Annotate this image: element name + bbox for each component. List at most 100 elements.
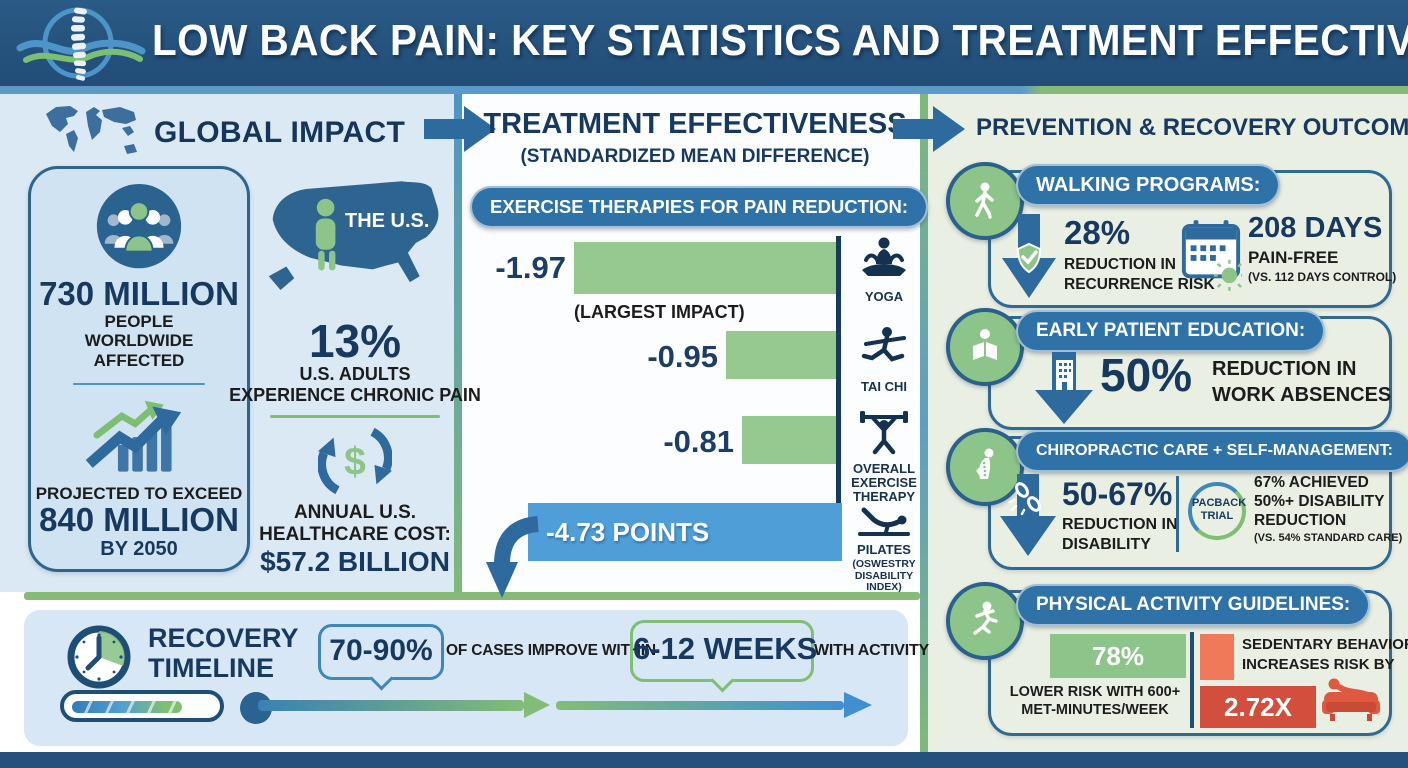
- recovery-text-1: OF CASES IMPROVE WITHIN: [446, 642, 656, 659]
- chiro-divider: [1176, 476, 1179, 552]
- calendar-sun-icon: [1181, 220, 1242, 291]
- us-map-group: THE U.S.: [257, 166, 453, 314]
- treatment-subheading: (STANDARDIZED MEAN DIFFERENCE): [520, 146, 870, 167]
- bar-yoga-value: -1.97: [495, 250, 566, 285]
- recovery-progress-fill: [72, 701, 182, 713]
- arrow-to-treatment-icon: [424, 106, 496, 152]
- projection-value: 840 MILLION: [39, 501, 239, 539]
- label-pilates-sub: (OSWESTRY DISABILITY INDEX): [852, 558, 916, 594]
- worldwide-value: 730 MILLION: [39, 275, 239, 313]
- recovery-title-2: TIMELINE: [148, 653, 274, 683]
- worldwide-stat-card: 730 MILLION PEOPLE WORLDWIDE AFFECTED PR…: [28, 166, 250, 572]
- bar-pilates: -4.73 POINTS: [528, 503, 842, 561]
- label-pilates: PILATES: [857, 542, 911, 557]
- chiro-result-note: (VS. 54% STANDARD CARE): [1254, 532, 1403, 544]
- footer-bar: [0, 752, 1408, 768]
- sedentary-red-bar: 2.72X: [1200, 686, 1316, 728]
- world-map-icon: [46, 106, 137, 154]
- back-pain-person-icon: [976, 448, 994, 479]
- worldwide-label: PEOPLE WORLDWIDE AFFECTED: [84, 311, 194, 370]
- couch-person-icon: [1322, 678, 1380, 721]
- down-arrow-chain-icon: [1000, 474, 1056, 556]
- recovery-stat-2: 6-12 WEEKS: [633, 631, 818, 666]
- bar-yoga-note: (LARGEST IMPACT): [574, 302, 745, 322]
- weightlifter-icon: [860, 411, 908, 455]
- chiro-result-line3: REDUCTION: [1254, 512, 1347, 529]
- walking-icon-circle: [946, 162, 1024, 240]
- dollar-sign: $: [344, 441, 366, 484]
- us-label-1: U.S. ADULTS: [299, 364, 411, 384]
- walking-programs-pill: WALKING PROGRAMS:: [1016, 164, 1281, 206]
- walking-stat2-value: 208 DAYS: [1248, 212, 1383, 244]
- down-arrow-shield-icon: [1002, 214, 1056, 298]
- page-title: LOW BACK PAIN: KEY STATISTICS AND TREATM…: [152, 16, 1408, 65]
- label-taichi: TAI CHI: [861, 379, 907, 394]
- tai-chi-icon: [861, 327, 906, 362]
- spine-logo-icon: [16, 7, 146, 81]
- us-label-2: EXPERIENCE CHRONIC PAIN: [229, 384, 481, 405]
- activity-icon-circle: [946, 582, 1024, 660]
- walking-person-icon: [975, 182, 994, 219]
- activity-green-bar: 78%: [1050, 634, 1186, 678]
- education-label2: WORK ABSENCES: [1212, 384, 1392, 406]
- education-pill: EARLY PATIENT EDUCATION:: [1016, 310, 1326, 352]
- projection-suffix: BY 2050: [100, 537, 178, 560]
- people-group-icon: [96, 183, 182, 269]
- prevention-heading: PREVENTION & RECOVERY OUTCOMES: [976, 114, 1408, 141]
- education-value: 50%: [1100, 349, 1193, 401]
- recovery-progress-bar: [60, 690, 224, 722]
- chiro-stat-label2: DISABILITY: [1062, 536, 1151, 553]
- dollar-cycle-icon: $: [318, 428, 392, 495]
- chiro-stat-value: 50-67%: [1062, 476, 1173, 512]
- treatment-heading: TREATMENT EFFECTIVENESS: [483, 108, 907, 140]
- cost-label-1: ANNUAL U.S.: [293, 502, 417, 524]
- sedentary-orange-block: [1200, 634, 1234, 680]
- bar-exercise: [742, 416, 836, 464]
- global-impact-heading: GLOBAL IMPACT: [154, 116, 406, 149]
- education-label1: REDUCTION IN: [1212, 358, 1357, 380]
- pacback-line1: PACBACK: [1192, 497, 1247, 509]
- exercise-pill-wrap: EXERCISE THERAPIES FOR PAIN REDUCTION:: [470, 186, 929, 228]
- education-icon-circle: [946, 308, 1024, 386]
- chiropractic-pill: CHIROPRACTIC CARE + SELF-MANAGEMENT:: [1016, 430, 1408, 472]
- bottom-green-strip: [24, 592, 920, 600]
- card-divider: [73, 382, 205, 386]
- walking-stat2-label2: (VS. 112 DAYS CONTROL): [1248, 270, 1397, 284]
- recovery-timeline-panel: [24, 610, 908, 746]
- recovery-title-1: RECOVERY: [148, 623, 299, 653]
- clock-icon: [67, 625, 131, 689]
- divider-left-mid: [454, 94, 462, 592]
- chart-axis: [836, 236, 841, 548]
- divider-mid-right: [920, 94, 928, 752]
- chiropractic-icon-circle: [946, 428, 1024, 506]
- bar-exercise-value: -0.81: [663, 424, 734, 459]
- activity-label2: MET-MINUTES/WEEK: [1021, 702, 1169, 718]
- sedentary-label2: INCREASES RISK BY: [1242, 656, 1395, 673]
- cost-value: $57.2 BILLION: [260, 546, 450, 578]
- recovery-text-2: WITH ACTIVITY: [814, 642, 930, 659]
- arrow-to-prevention-icon: [893, 106, 965, 152]
- us-percent-value: 13%: [308, 315, 402, 367]
- yoga-icon: [862, 237, 906, 276]
- running-person-icon: [973, 601, 998, 635]
- timeline-arrowhead-1: [524, 692, 550, 718]
- timeline-segment-2: [556, 701, 844, 710]
- sedentary-label1: SEDENTARY BEHAVIOR: [1242, 636, 1408, 653]
- down-arrow-building-icon: [1035, 352, 1093, 424]
- bar-taichi: [726, 331, 836, 379]
- header-accent-strip: [0, 86, 1408, 94]
- projection-intro: PROJECTED TO EXCEED: [35, 483, 243, 503]
- reading-person-icon: [973, 329, 997, 360]
- activity-pill: PHYSICAL ACTIVITY GUIDELINES:: [1016, 584, 1371, 626]
- walking-stat1-label2: RECURRENCE RISK: [1064, 276, 1215, 293]
- us-map-label: THE U.S.: [345, 210, 430, 232]
- recovery-stat-1: 70-90%: [329, 634, 433, 667]
- us-green-divider: [270, 415, 440, 419]
- label-overall-exercise: OVERALL EXERCISE THERAPY: [851, 461, 917, 505]
- callout-6-12-weeks: 6-12 WEEKS: [630, 620, 818, 693]
- chiro-result-line2: 50%+ DISABILITY: [1254, 493, 1385, 510]
- walking-stat2-label1: PAIN-FREE: [1248, 248, 1339, 267]
- exercise-therapies-pill: EXERCISE THERAPIES FOR PAIN REDUCTION:: [470, 186, 929, 228]
- activity-divider: [1190, 632, 1194, 728]
